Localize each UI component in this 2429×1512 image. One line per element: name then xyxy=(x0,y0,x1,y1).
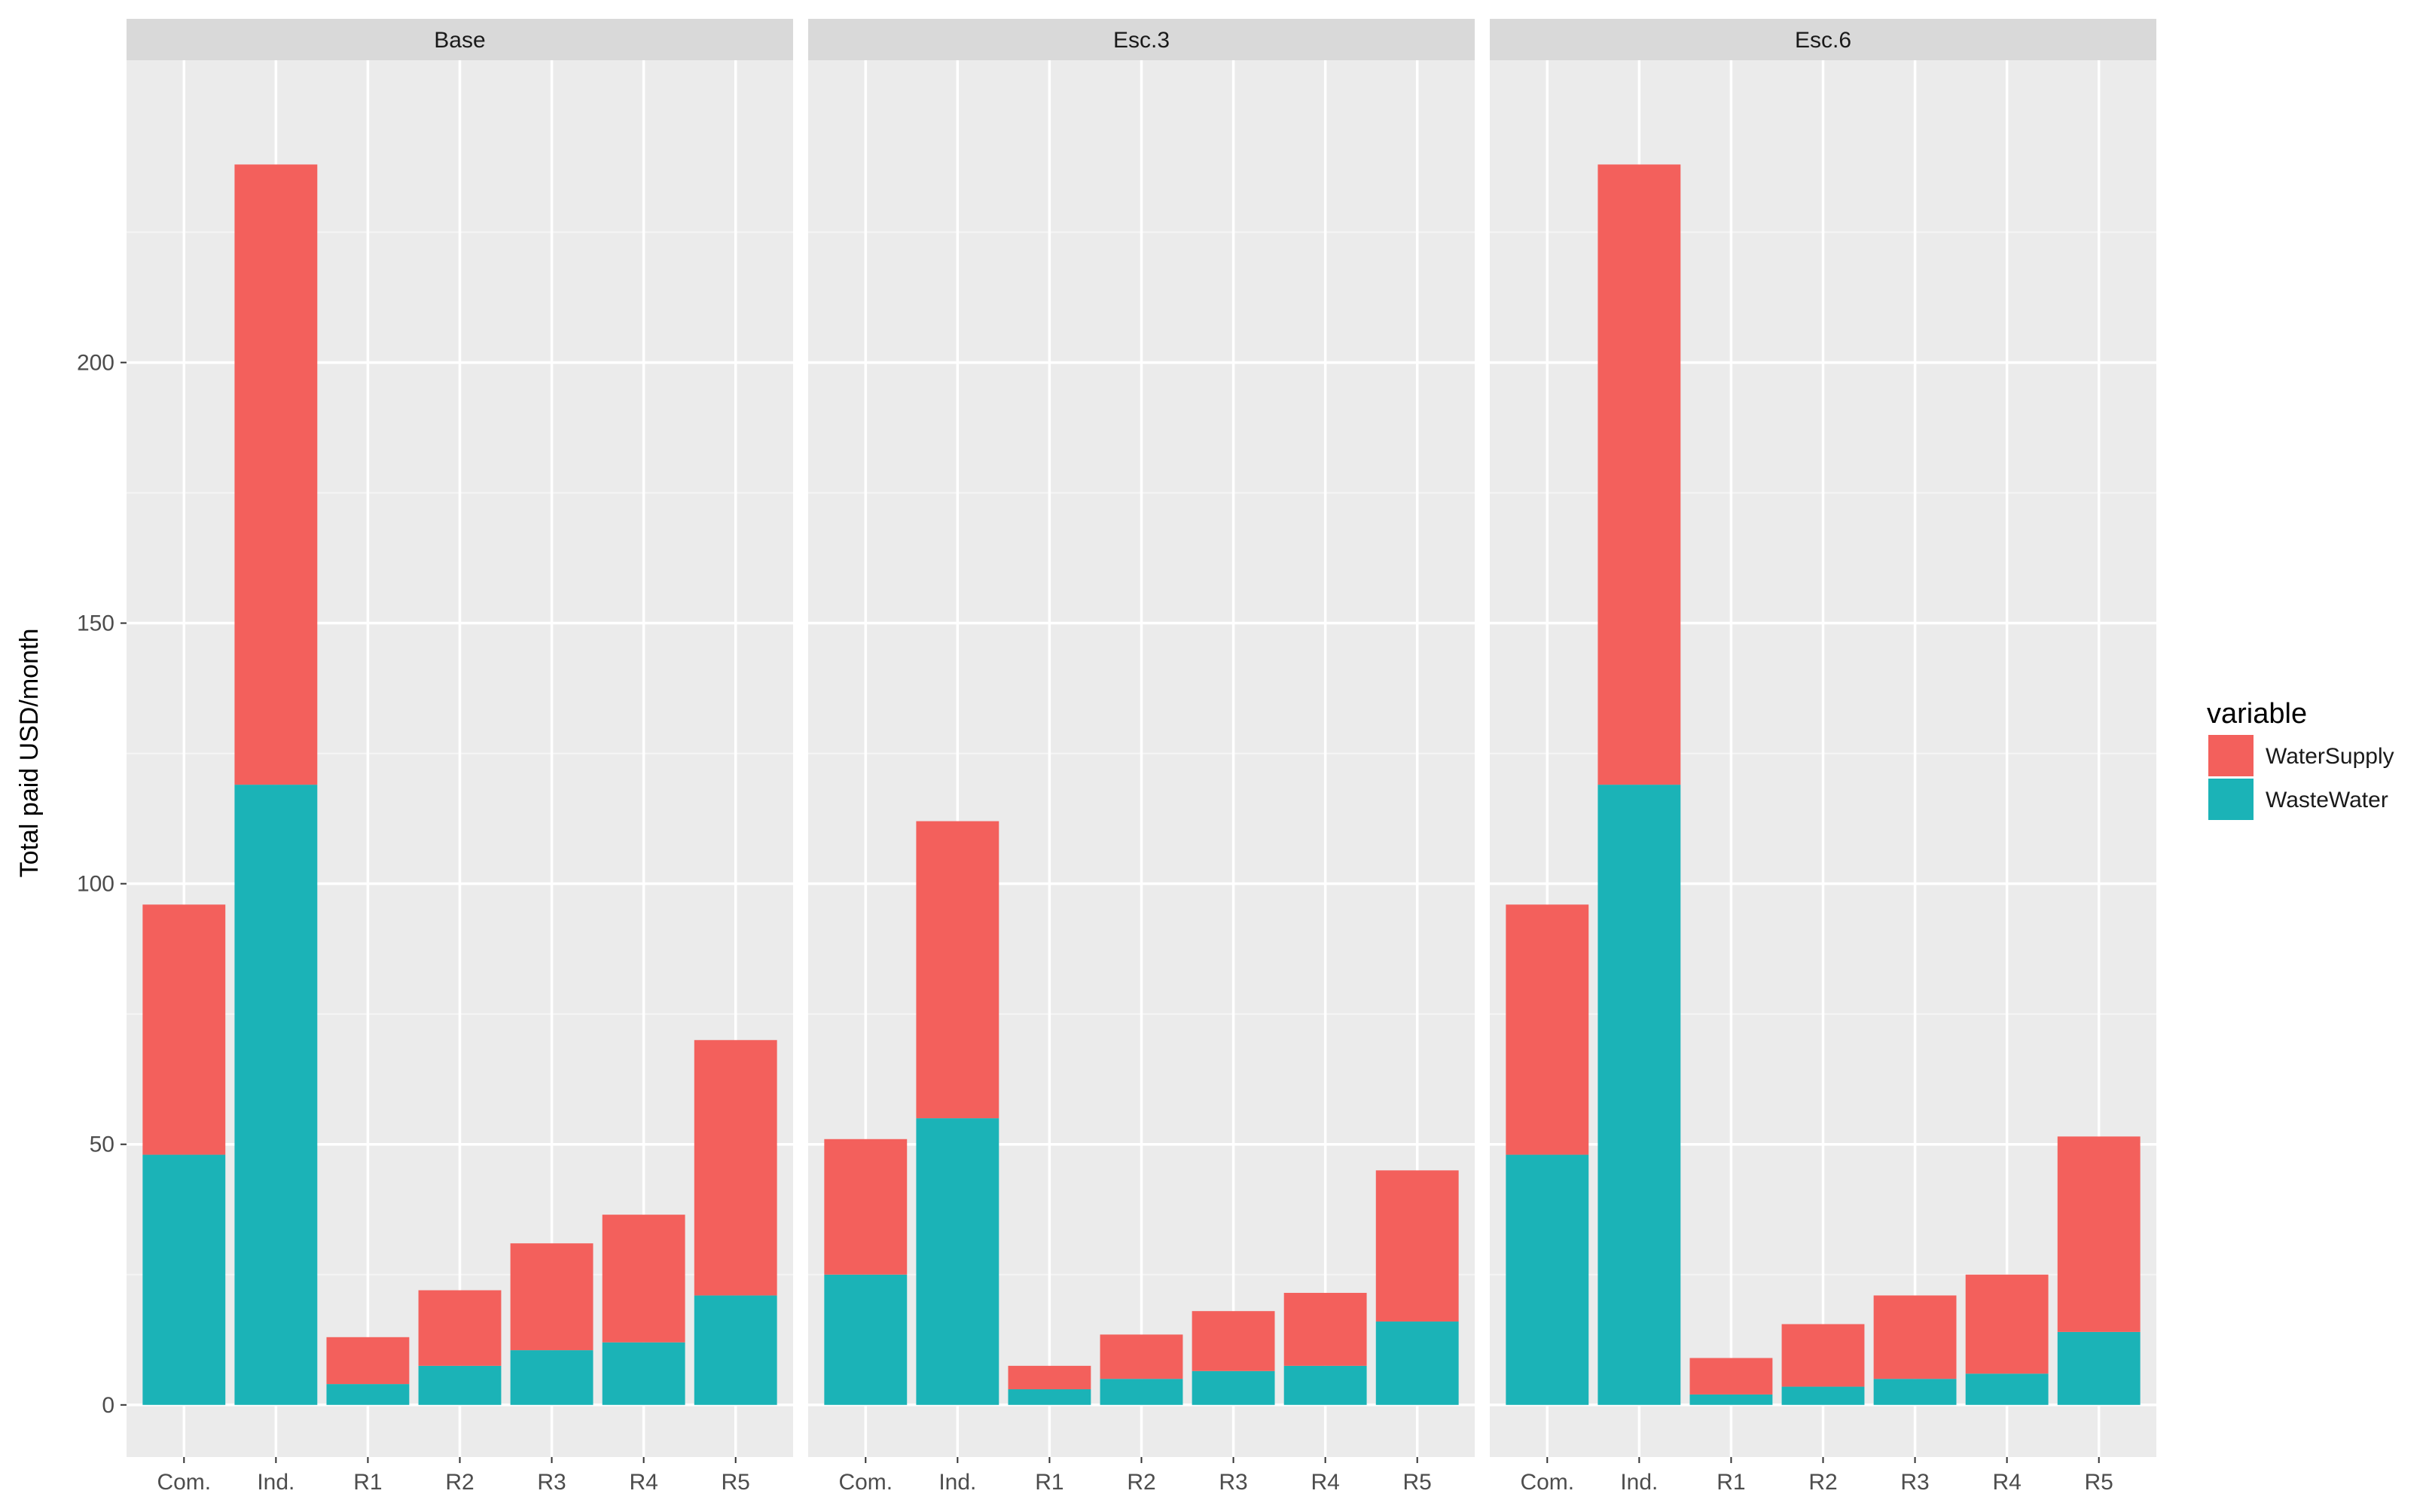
x-tick-label: R5 xyxy=(1403,1470,1432,1495)
bar-wastewater-esc6-r5 xyxy=(2057,1331,2141,1405)
y-axis: 0 50 100 150 200 xyxy=(77,350,127,1418)
legend-title: variable xyxy=(2207,698,2307,730)
x-tick-label: R3 xyxy=(537,1470,566,1495)
x-tick-label: Ind. xyxy=(1620,1470,1658,1495)
x-tick-label: Ind. xyxy=(257,1470,294,1495)
bar-watersupply-esc6-r3 xyxy=(1873,1295,1957,1379)
facet-strip xyxy=(1490,19,2156,60)
x-tick-label: R1 xyxy=(1716,1470,1745,1495)
bar-watersupply-esc3-r3 xyxy=(1192,1311,1275,1371)
bar-watersupply-esc6-ind xyxy=(1597,164,1681,785)
bar-watersupply-esc3-com xyxy=(824,1139,908,1275)
bar-watersupply-esc3-r1 xyxy=(1008,1365,1091,1390)
facet-strip xyxy=(127,19,793,60)
panel-base: Base Com. Ind. R1 R2 R3 R4 R5 xyxy=(127,19,793,1495)
bar-wastewater-esc3-r2 xyxy=(1100,1379,1183,1405)
bar-wastewater-esc6-ind xyxy=(1597,785,1681,1405)
bar-watersupply-base-r2 xyxy=(418,1290,502,1366)
x-tick-label: R3 xyxy=(1219,1470,1247,1495)
bar-wastewater-esc3-r1 xyxy=(1008,1389,1091,1405)
bar-watersupply-esc6-r5 xyxy=(2057,1136,2141,1332)
x-tick-label: R4 xyxy=(629,1470,658,1495)
bar-wastewater-base-ind xyxy=(234,785,318,1405)
bar-wastewater-esc6-com xyxy=(1506,1154,1589,1405)
y-tick-label: 100 xyxy=(77,872,114,897)
x-tick-label: R2 xyxy=(1127,1470,1155,1495)
x-tick-label: R2 xyxy=(1808,1470,1837,1495)
x-tick-label: R3 xyxy=(1900,1470,1929,1495)
bar-watersupply-esc6-r2 xyxy=(1781,1324,1865,1387)
bar-wastewater-base-r3 xyxy=(510,1350,594,1405)
panel-esc3: Esc.3 Com. Ind. R1 R2 R3 R4 R5 xyxy=(808,19,1475,1495)
bar-wastewater-esc6-r1 xyxy=(1689,1394,1773,1405)
bar-watersupply-base-com xyxy=(142,904,226,1155)
legend-label-watersupply: WaterSupply xyxy=(2266,744,2394,769)
bar-wastewater-base-r1 xyxy=(326,1384,410,1405)
x-tick-label: R2 xyxy=(445,1470,474,1495)
bar-watersupply-base-r3 xyxy=(510,1243,594,1351)
bar-watersupply-base-ind xyxy=(234,164,318,785)
legend: variable WaterSupply WasteWater xyxy=(2207,698,2394,820)
y-tick-label: 200 xyxy=(77,350,114,375)
facet-strip-label: Base xyxy=(434,28,485,53)
x-tick-label: R4 xyxy=(1992,1470,2021,1495)
facet-strip-label: Esc.6 xyxy=(1795,28,1851,53)
bar-watersupply-esc3-ind xyxy=(916,821,999,1119)
bar-wastewater-esc3-r3 xyxy=(1192,1370,1275,1405)
bar-watersupply-esc3-r4 xyxy=(1283,1292,1367,1366)
bar-watersupply-esc6-r1 xyxy=(1689,1358,1773,1395)
x-tick-label: Com. xyxy=(1520,1470,1574,1495)
y-axis-title: Total paid USD/month xyxy=(15,629,44,878)
bar-watersupply-base-r5 xyxy=(694,1040,777,1296)
bar-wastewater-esc3-r5 xyxy=(1375,1321,1459,1405)
legend-label-wastewater: WasteWater xyxy=(2266,788,2388,812)
y-tick-label: 150 xyxy=(77,611,114,636)
panel-esc6: Esc.6 Com. Ind. R1 R2 R3 R4 R5 xyxy=(1490,19,2156,1495)
x-tick-label: R5 xyxy=(722,1470,750,1495)
x-tick-label: Com. xyxy=(838,1470,893,1495)
y-tick-label: 0 xyxy=(102,1393,114,1418)
bar-wastewater-base-r2 xyxy=(418,1365,502,1405)
y-tick-label: 50 xyxy=(90,1132,114,1157)
facet-strip xyxy=(808,19,1475,60)
bar-wastewater-esc6-r4 xyxy=(1965,1373,2049,1405)
bar-wastewater-esc3-ind xyxy=(916,1118,999,1405)
x-tick-label: R4 xyxy=(1311,1470,1339,1495)
bar-watersupply-base-r4 xyxy=(602,1215,685,1343)
bar-wastewater-esc6-r2 xyxy=(1781,1386,1865,1405)
bar-wastewater-esc3-com xyxy=(824,1274,908,1405)
x-tick-label: R1 xyxy=(1035,1470,1063,1495)
legend-key-wastewater xyxy=(2208,779,2254,820)
facet-strip-label: Esc.3 xyxy=(1113,28,1170,53)
bar-watersupply-esc3-r2 xyxy=(1100,1334,1183,1379)
bar-watersupply-base-r1 xyxy=(326,1337,410,1385)
legend-key-watersupply xyxy=(2208,735,2254,776)
x-tick-label: Ind. xyxy=(938,1470,976,1495)
facet-panels: Base Com. Ind. R1 R2 R3 R4 R5 Esc.3 Com. Ind. R1 R2 R… xyxy=(127,19,2156,1495)
bar-watersupply-esc6-com xyxy=(1506,904,1589,1155)
x-tick-label: R5 xyxy=(2085,1470,2113,1495)
bar-wastewater-base-r5 xyxy=(694,1295,777,1405)
bar-wastewater-base-r4 xyxy=(602,1342,685,1405)
bar-wastewater-esc6-r3 xyxy=(1873,1379,1957,1405)
bar-wastewater-esc3-r4 xyxy=(1283,1365,1367,1405)
x-tick-label: R1 xyxy=(353,1470,382,1495)
x-tick-label: Com. xyxy=(157,1470,211,1495)
bar-watersupply-esc3-r5 xyxy=(1375,1170,1459,1322)
bar-watersupply-esc6-r4 xyxy=(1965,1274,2049,1374)
bar-wastewater-base-com xyxy=(142,1154,226,1405)
